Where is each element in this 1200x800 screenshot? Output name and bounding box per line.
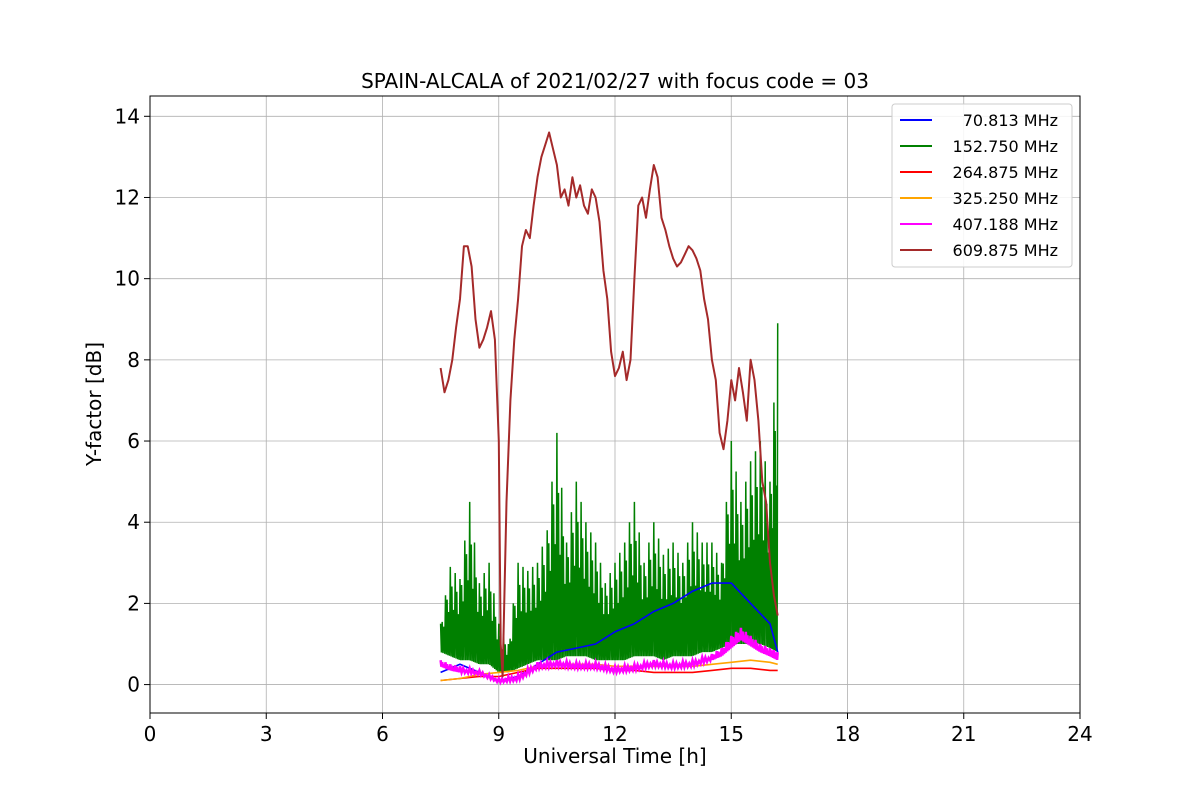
series-6 [439, 131, 779, 678]
x-tick-label: 0 [144, 722, 157, 746]
data-series [439, 131, 779, 686]
series-line [439, 323, 779, 673]
series-line [439, 627, 779, 686]
legend-label: 70.813 MHz [963, 111, 1058, 130]
x-tick-label: 6 [376, 722, 389, 746]
legend-label: 407.188 MHz [953, 215, 1058, 234]
y-axis-label: Y-factor [dB] [82, 342, 106, 467]
x-tick-label: 24 [1067, 722, 1092, 746]
x-tick-label: 21 [951, 722, 976, 746]
chart-title: SPAIN-ALCALA of 2021/02/27 with focus co… [361, 69, 869, 93]
x-tick-label: 18 [835, 722, 860, 746]
y-tick-label: 10 [115, 267, 140, 291]
y-axis-ticks: 0 2 4 6 8 10 12 14 [115, 104, 150, 697]
series-5 [439, 627, 779, 686]
y-tick-label: 8 [127, 348, 140, 372]
y-tick-label: 2 [127, 591, 140, 615]
x-tick-label: 3 [260, 722, 273, 746]
x-axis-ticks: 0 3 6 9 12 15 18 21 24 [144, 713, 1093, 746]
y-tick-label: 6 [127, 429, 140, 453]
x-axis-label: Universal Time [h] [523, 744, 706, 768]
legend-label: 609.875 MHz [953, 241, 1058, 260]
legend: 70.813 MHz 152.750 MHz 264.875 MHz 325.250 … [891, 103, 1073, 268]
x-tick-label: 12 [602, 722, 627, 746]
x-tick-label: 15 [719, 722, 744, 746]
series-2 [439, 323, 779, 673]
y-tick-label: 14 [115, 104, 140, 128]
x-tick-label: 9 [492, 722, 505, 746]
legend-box [891, 103, 1073, 268]
series-line [439, 131, 779, 678]
legend-label: 264.875 MHz [953, 163, 1058, 182]
legend-label: 152.750 MHz [953, 137, 1058, 156]
y-tick-label: 0 [127, 673, 140, 697]
y-tick-label: 4 [127, 510, 140, 534]
y-tick-label: 12 [115, 185, 140, 209]
legend-label: 325.250 MHz [953, 189, 1058, 208]
